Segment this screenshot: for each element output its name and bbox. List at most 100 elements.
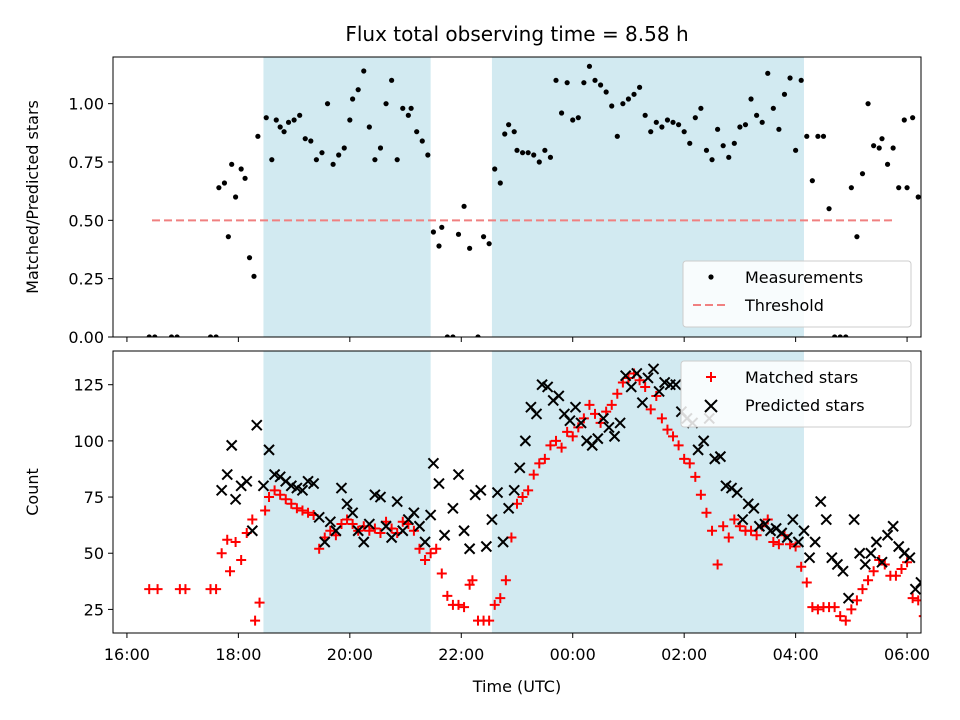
measurement-point bbox=[765, 70, 771, 76]
measurement-point bbox=[146, 334, 152, 337]
legend: Matched stars Predicted stars bbox=[680, 360, 912, 428]
predicted-star-point bbox=[787, 513, 799, 526]
y-tick-label: 0.50 bbox=[68, 211, 104, 230]
measurement-point bbox=[854, 234, 860, 240]
predicted-star-point bbox=[798, 525, 810, 537]
matched-star-point bbox=[528, 469, 539, 480]
matched-star-point bbox=[225, 566, 236, 577]
measurement-point bbox=[246, 255, 253, 261]
predicted-star-point bbox=[363, 518, 376, 530]
measurement-point bbox=[793, 147, 799, 153]
measurement-point bbox=[787, 75, 793, 81]
measurement-point bbox=[586, 63, 593, 69]
matched-star-point bbox=[314, 543, 325, 554]
predicted-star-point bbox=[653, 385, 665, 398]
measurement-point bbox=[709, 157, 715, 163]
measurement-point bbox=[904, 185, 910, 191]
matched-star-point bbox=[662, 424, 673, 435]
measurement-point bbox=[681, 129, 687, 135]
measurement-point bbox=[519, 150, 526, 156]
measurement-point bbox=[419, 138, 425, 144]
measurement-point bbox=[324, 101, 331, 107]
measurement-point bbox=[355, 87, 361, 93]
predicted-star-point bbox=[263, 444, 275, 456]
matched-star-point bbox=[857, 584, 868, 595]
predicted-star-point bbox=[904, 552, 916, 564]
measurement-point bbox=[383, 101, 389, 107]
measurement-point bbox=[832, 334, 838, 337]
measurement-point bbox=[467, 245, 473, 251]
measurement-point bbox=[564, 80, 570, 86]
measurement-point bbox=[575, 115, 581, 121]
predicted-star-point bbox=[346, 507, 359, 519]
matched-star-point bbox=[436, 568, 447, 579]
predicted-star-point bbox=[391, 495, 403, 508]
measurement-point bbox=[748, 96, 754, 102]
measurement-point bbox=[547, 154, 554, 160]
predicted-star-point bbox=[792, 536, 805, 548]
matched-star-point bbox=[562, 426, 573, 437]
matched-star-point bbox=[673, 440, 684, 451]
predicted-star-point bbox=[569, 401, 582, 413]
predicted-star-point bbox=[296, 484, 309, 497]
legend-label-predicted: Predicted stars bbox=[745, 396, 865, 415]
matched-star-point bbox=[216, 548, 227, 559]
measurement-point bbox=[558, 110, 565, 116]
predicted-star-point bbox=[748, 502, 760, 514]
predicted-star-point bbox=[592, 432, 604, 445]
matched-star-point bbox=[807, 602, 818, 613]
measurement-point bbox=[492, 166, 498, 172]
measurement-point bbox=[625, 96, 632, 102]
predicted-star-point bbox=[313, 511, 325, 523]
predicted-star-point bbox=[397, 525, 409, 537]
x-tick-label: 18:00 bbox=[215, 645, 261, 664]
measurement-point bbox=[664, 117, 671, 123]
matched-star-point bbox=[347, 519, 358, 530]
measurement-point bbox=[670, 119, 676, 125]
predicted-star-point bbox=[341, 498, 353, 510]
predicted-star-point bbox=[438, 529, 451, 541]
matched-star-point bbox=[751, 530, 762, 541]
measurement-point bbox=[759, 119, 765, 125]
predicted-star-point bbox=[848, 513, 860, 526]
matched-star-point bbox=[211, 584, 222, 595]
matched-star-point bbox=[484, 615, 495, 626]
matched-star-point bbox=[556, 442, 567, 453]
measurement-point bbox=[871, 143, 877, 149]
measurement-point bbox=[238, 166, 244, 172]
predicted-star-point bbox=[736, 513, 749, 526]
measurement-point bbox=[570, 117, 576, 123]
matched-star-point bbox=[773, 539, 784, 550]
measurement-point bbox=[455, 231, 462, 237]
matched-star-point bbox=[584, 399, 595, 410]
y-tick-label: 75 bbox=[84, 488, 104, 507]
measurement-point bbox=[804, 133, 810, 139]
matched-star-point bbox=[723, 532, 734, 543]
x-tick-label: 02:00 bbox=[661, 645, 707, 664]
predicted-star-point bbox=[215, 484, 228, 497]
predicted-star-point bbox=[246, 525, 259, 537]
legend-box bbox=[680, 360, 912, 428]
measurement-point bbox=[372, 157, 378, 163]
predicted-star-point bbox=[385, 531, 398, 544]
matched-star-point bbox=[868, 566, 879, 577]
measurement-point bbox=[653, 119, 659, 125]
measurement-point bbox=[425, 152, 431, 158]
matched-star-point bbox=[144, 584, 155, 595]
legend-measurement-marker bbox=[708, 274, 714, 280]
measurement-point bbox=[876, 145, 882, 151]
predicted-star-point bbox=[820, 513, 832, 526]
chart-title: Flux total observing time = 8.58 h bbox=[345, 22, 688, 46]
matched-star-point bbox=[375, 528, 386, 539]
measurement-point bbox=[731, 140, 737, 146]
predicted-star-point bbox=[803, 552, 816, 564]
legend-label-threshold: Threshold bbox=[744, 296, 824, 315]
measurement-point bbox=[525, 150, 531, 156]
measurement-point bbox=[781, 91, 788, 97]
observing-window-band bbox=[263, 351, 431, 633]
y-tick-label: 125 bbox=[73, 376, 104, 395]
measurement-point bbox=[659, 124, 665, 130]
matched-star-point bbox=[222, 534, 233, 545]
predicted-star-point bbox=[530, 408, 543, 420]
